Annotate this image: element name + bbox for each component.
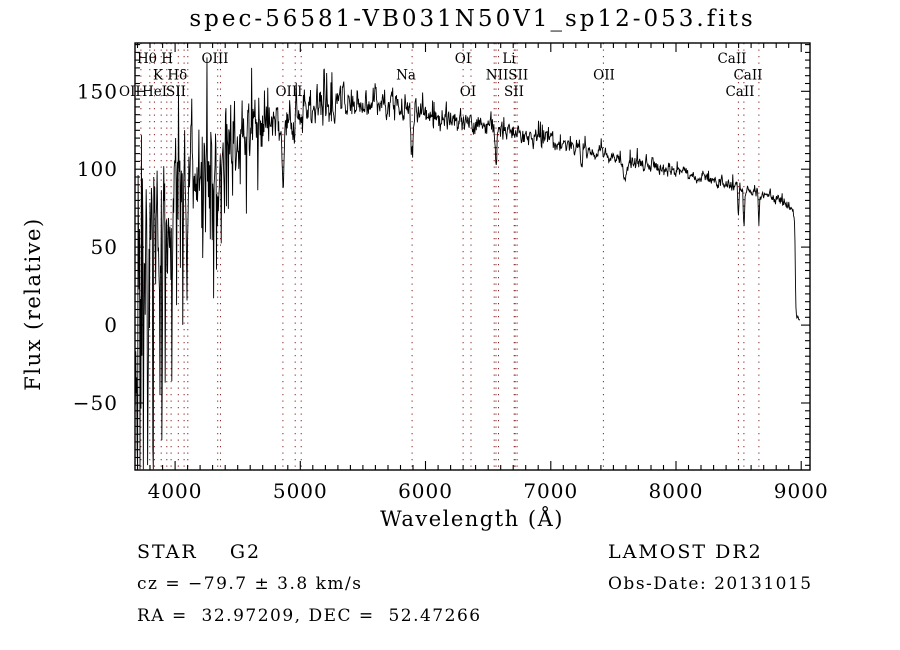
x-axis-label: Wavelength (Å) (380, 506, 564, 531)
line-label: SII (504, 84, 524, 100)
line-label: OII (593, 68, 615, 84)
spectrum-curve (134, 57, 801, 470)
y-tick-label: −50 (73, 391, 118, 415)
x-tick-label: 9000 (774, 479, 829, 503)
y-axis-label: Flux (relative) (21, 217, 45, 390)
spectral-line-markers (140, 43, 760, 470)
x-tick-label: 6000 (398, 479, 453, 503)
x-tick-label: 8000 (649, 479, 704, 503)
line-label: HeI (142, 84, 167, 100)
line-label: OI (455, 51, 471, 67)
object-class-label: STAR G2 (137, 541, 262, 563)
line-label: CaII (725, 84, 754, 100)
obs-date: Obs-Date: 20131015 (608, 574, 813, 594)
line-label: NIISII (486, 68, 528, 84)
line-label: OI (460, 84, 476, 100)
line-label: CaII (733, 68, 762, 84)
line-label: Li (502, 51, 516, 67)
line-label: OII (119, 84, 141, 100)
axis-tick-labels: 4000 5000 6000 7000 8000 9000 −50 0 50 100 150 (73, 79, 829, 503)
y-tick-label: 0 (104, 313, 118, 337)
cz-value: cz = −79.7 ± 3.8 km/s (137, 574, 363, 594)
x-tick-label: 4000 (148, 479, 203, 503)
line-label: Na (396, 68, 416, 84)
ra-dec-value: RA = 32.97209, DEC = 52.47266 (137, 606, 482, 626)
line-label: SII (166, 84, 186, 100)
line-label: OIII (201, 51, 228, 67)
y-tick-label: 50 (91, 235, 118, 259)
y-tick-label: 150 (77, 79, 118, 103)
axis-ticks (135, 43, 810, 470)
y-tick-label: 100 (77, 157, 118, 181)
survey-label: LAMOST DR2 (608, 541, 763, 563)
line-label: Hθ H (137, 51, 173, 67)
page-title: spec-56581-VB031N50V1_sp12-053.fits (189, 6, 756, 32)
line-label: K Hδ (153, 68, 187, 84)
line-label: OIII (275, 84, 302, 100)
spectrum-trace (134, 57, 801, 470)
plot-border (134, 42, 811, 471)
x-tick-label: 7000 (523, 479, 578, 503)
x-tick-label: 5000 (273, 479, 328, 503)
line-label: CaII (717, 51, 746, 67)
